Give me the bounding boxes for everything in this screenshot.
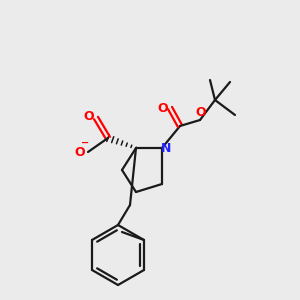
Text: O: O: [158, 101, 168, 115]
Text: O: O: [84, 110, 94, 124]
Text: O: O: [196, 106, 206, 119]
Text: N: N: [161, 142, 171, 154]
Text: −: −: [81, 138, 89, 148]
Text: O: O: [75, 146, 85, 158]
